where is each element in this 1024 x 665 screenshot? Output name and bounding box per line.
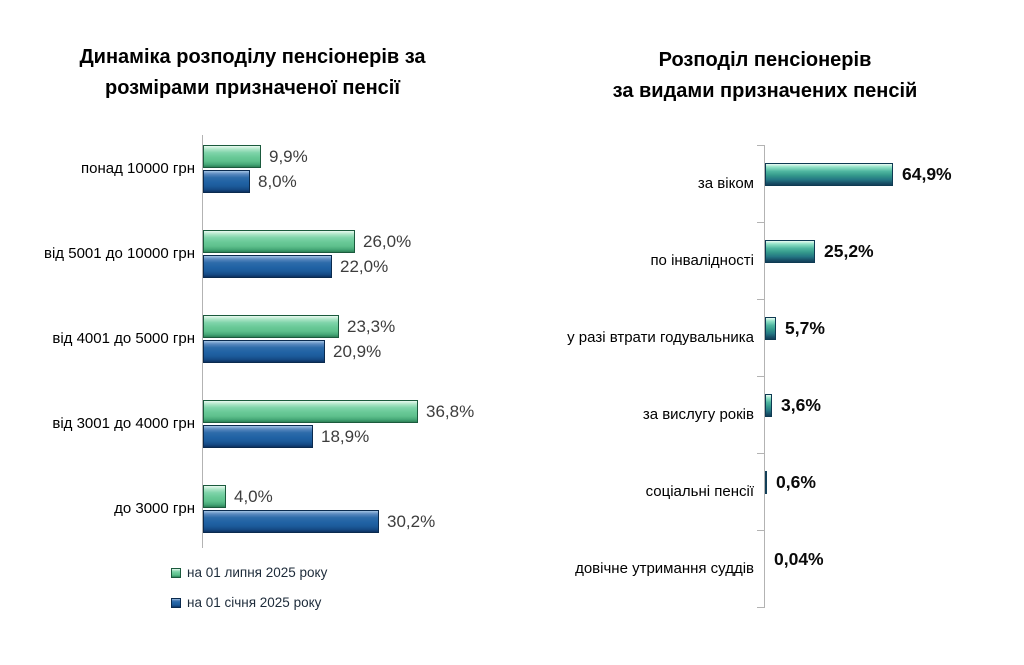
left-chart-title: Динаміка розподілу пенсіонерів за розмір…	[25, 42, 480, 104]
bar-jan-2025	[203, 170, 250, 193]
bar-pension-type	[765, 394, 772, 417]
legend-swatch	[171, 597, 181, 608]
axis-tick	[757, 145, 764, 146]
left-category-axis	[202, 135, 203, 548]
value-label: 9,9%	[269, 147, 308, 166]
bar-pension-type	[765, 163, 893, 186]
bar-pension-type	[765, 240, 815, 263]
bar-jan-2025	[203, 255, 332, 278]
right-chart-title-line1: Розподіл пенсіонерів	[658, 49, 872, 71]
axis-tick	[757, 453, 764, 454]
left-chart-title-line2: розмірами призначеної пенсії	[105, 77, 400, 99]
value-label: 3,6%	[781, 395, 821, 415]
value-label: 0,04%	[774, 549, 824, 569]
bar-jul-2025	[203, 230, 355, 253]
category-label: за віком	[697, 175, 754, 192]
value-label: 64,9%	[902, 164, 952, 184]
category-label: від 3001 до 4000 грн	[52, 415, 195, 432]
axis-tick	[757, 222, 764, 223]
right-chart-title-line2: за видами призначених пенсій	[612, 80, 918, 102]
legend-item: на 01 липня 2025 року	[171, 565, 327, 580]
bar-pension-type	[765, 471, 767, 494]
legend-swatch	[171, 567, 181, 578]
value-label: 18,9%	[321, 427, 370, 446]
bar-jul-2025	[203, 145, 261, 168]
category-label: у разі втрати годувальника	[567, 329, 754, 346]
legend-label: на 01 липня 2025 року	[187, 565, 328, 580]
axis-tick	[757, 607, 764, 608]
category-label: від 4001 до 5000 грн	[52, 330, 195, 347]
value-label: 0,6%	[776, 472, 816, 492]
bar-jan-2025	[203, 510, 379, 533]
category-label: понад 10000 грн	[81, 160, 195, 177]
bar-jan-2025	[203, 425, 313, 448]
bar-pension-type	[765, 317, 776, 340]
bar-jan-2025	[203, 340, 325, 363]
left-chart-title-line1: Динаміка розподілу пенсіонерів за	[79, 46, 426, 68]
category-label: довічне утримання суддів	[575, 560, 754, 577]
axis-tick	[757, 530, 764, 531]
value-label: 20,9%	[333, 342, 382, 361]
legend-item: на 01 січня 2025 року	[171, 595, 321, 610]
value-label: 23,3%	[347, 317, 396, 336]
bar-jul-2025	[203, 315, 339, 338]
bar-jul-2025	[203, 485, 226, 508]
value-label: 25,2%	[824, 241, 874, 261]
axis-tick	[757, 299, 764, 300]
axis-tick	[757, 376, 764, 377]
category-label: соціальні пенсії	[645, 483, 754, 500]
value-label: 5,7%	[785, 318, 825, 338]
category-label: від 5001 до 10000 грн	[44, 245, 195, 262]
category-label: до 3000 грн	[114, 500, 195, 517]
value-label: 22,0%	[340, 257, 389, 276]
category-label: за вислугу років	[642, 406, 754, 423]
right-category-axis	[764, 145, 765, 608]
value-label: 30,2%	[387, 512, 436, 531]
value-label: 26,0%	[363, 232, 412, 251]
value-label: 4,0%	[234, 487, 273, 506]
category-label: по інвалідності	[650, 252, 754, 269]
value-label: 8,0%	[258, 172, 297, 191]
bar-jul-2025	[203, 400, 418, 423]
value-label: 36,8%	[426, 402, 475, 421]
legend-label: на 01 січня 2025 року	[187, 595, 322, 610]
right-chart-title: Розподіл пенсіонерів за видами призначен…	[545, 45, 985, 107]
